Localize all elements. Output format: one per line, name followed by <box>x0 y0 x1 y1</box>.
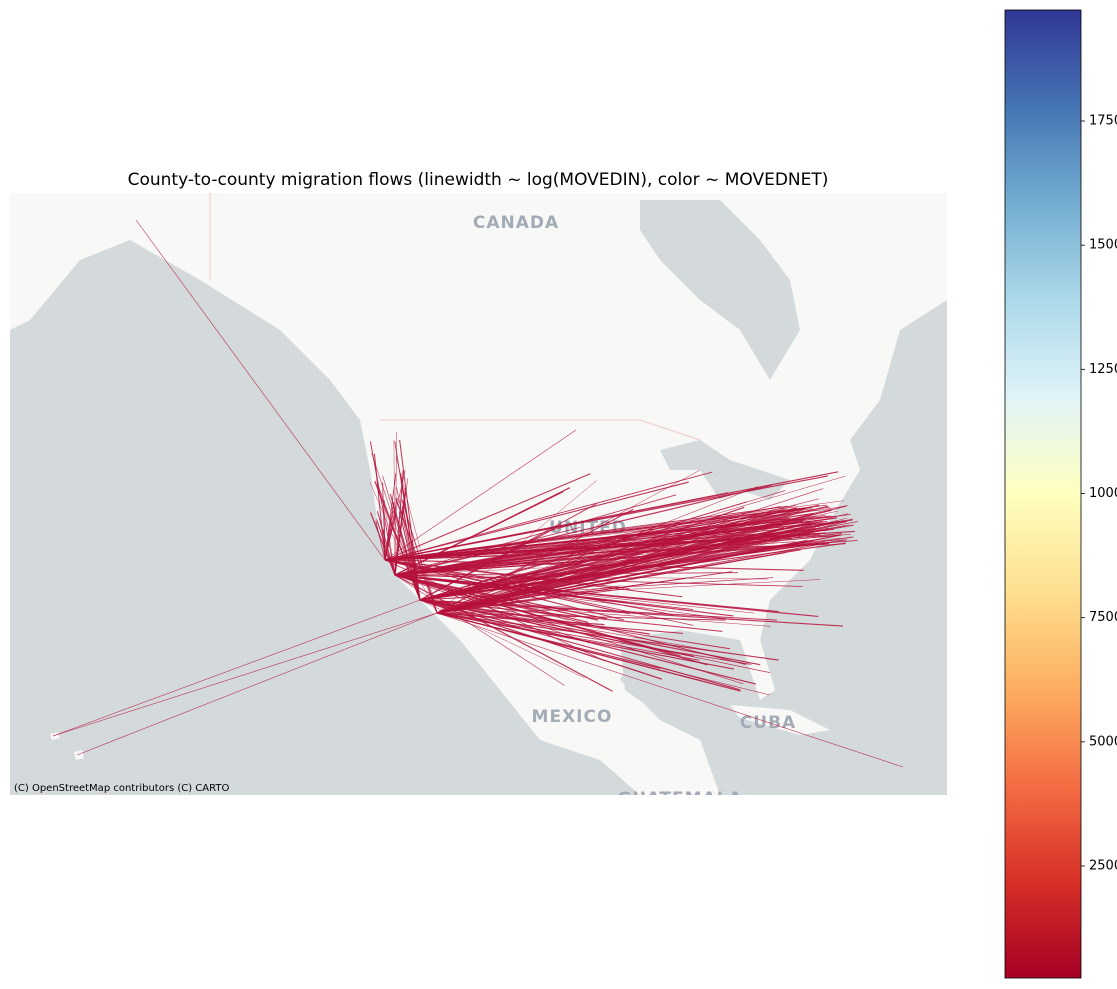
colorbar-tick-label: 15000 <box>1089 238 1117 253</box>
flow-line <box>419 524 849 601</box>
flow-line <box>419 520 824 601</box>
flow-line <box>394 484 772 576</box>
flow-line <box>394 491 564 576</box>
flow-line <box>436 521 789 614</box>
flow-line <box>371 453 421 601</box>
flow-line <box>384 429 577 561</box>
flow-line <box>384 529 391 561</box>
flow-line <box>419 520 844 601</box>
flow-line <box>436 532 816 614</box>
flow-line <box>384 471 839 561</box>
flow-line <box>419 520 743 601</box>
flow-line <box>436 612 701 681</box>
flow-line <box>436 612 771 696</box>
flow-line <box>436 612 605 626</box>
flow-line <box>436 524 838 614</box>
flow-line <box>394 494 677 576</box>
flow-line <box>135 219 386 561</box>
map: CANADA UNITED MEXICO CUBA GUATEMALA (C) … <box>10 193 947 809</box>
colorbar <box>1004 9 1082 979</box>
flow-line <box>436 612 904 768</box>
flow-line <box>394 574 565 686</box>
flow-line <box>394 516 739 576</box>
map-label: MEXICO <box>532 707 613 727</box>
colorbar-tick-label: 12500 <box>1089 362 1117 377</box>
flow-line <box>384 559 804 571</box>
flow-line <box>394 541 826 576</box>
attribution: (C) OpenStreetMap contributors (C) CARTO <box>14 783 229 794</box>
colorbar-tick-label: 7500 <box>1089 610 1117 625</box>
flow-line <box>384 518 791 561</box>
flow-line <box>436 534 842 614</box>
flow-line <box>436 548 801 614</box>
flow-line <box>376 520 396 576</box>
hawaii <box>50 732 84 760</box>
colorbar-tick-label: 5000 <box>1089 734 1117 749</box>
flow-line <box>419 577 774 601</box>
flow-line <box>394 574 590 644</box>
flow-line <box>419 498 819 601</box>
map-label: CUBA <box>740 713 796 733</box>
flow-line <box>394 574 744 685</box>
map-label: GUATEMALA <box>617 789 742 809</box>
flow-line <box>419 599 844 627</box>
colorbar-tick-label: 17500 <box>1089 114 1117 129</box>
baja <box>450 640 530 740</box>
flow-line <box>384 505 789 561</box>
flow-line <box>384 471 713 561</box>
border <box>209 193 701 441</box>
flow-line <box>394 525 710 576</box>
great-lakes <box>660 440 790 500</box>
colorbar-ticks: 2500 5000 7500 10000 12500 15000 17500 <box>1081 114 1117 874</box>
land <box>10 193 947 795</box>
flow-line <box>436 588 624 614</box>
flow-line <box>394 519 806 576</box>
flow-line <box>394 574 819 618</box>
colorbar-tick-label: 2500 <box>1089 859 1117 874</box>
flow-line <box>394 574 734 620</box>
flow-line <box>382 482 386 561</box>
colorbar-tick-label: 10000 <box>1089 486 1117 501</box>
flow-line <box>395 456 438 614</box>
chart-title: County-to-county migration flows (linewi… <box>128 170 829 190</box>
hudson-bay <box>640 200 800 380</box>
flow-line <box>384 504 828 561</box>
flow-line <box>399 511 421 601</box>
flow-line <box>376 511 396 576</box>
flow-line <box>436 510 783 614</box>
flow-line <box>436 612 752 665</box>
flow-line <box>375 520 386 561</box>
flow-line <box>419 599 694 657</box>
flow-line <box>369 441 396 576</box>
flow-line <box>394 431 397 576</box>
flow-line <box>76 612 438 756</box>
flow-line <box>419 538 820 601</box>
flow-line <box>52 599 421 737</box>
flow-line <box>384 481 689 561</box>
flow-line <box>52 612 438 737</box>
flows <box>52 219 904 768</box>
cuba <box>730 705 830 735</box>
flow-line <box>389 493 421 601</box>
map-label: CANADA <box>473 213 559 233</box>
flow-line <box>394 530 828 576</box>
flow-line <box>370 512 396 576</box>
